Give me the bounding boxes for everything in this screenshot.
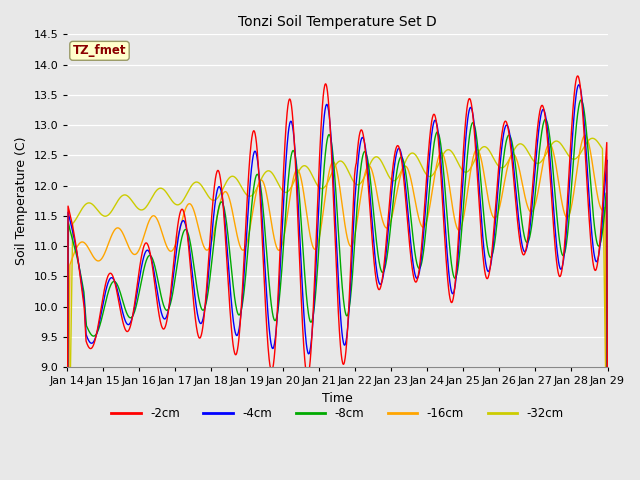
- -32cm: [314, 182, 321, 188]
- -4cm: [371, 251, 378, 256]
- -16cm: [314, 242, 321, 248]
- -16cm: [106, 239, 113, 245]
- -8cm: [371, 222, 378, 228]
- -2cm: [304, 373, 312, 379]
- -32cm: [292, 173, 300, 179]
- -8cm: [106, 287, 113, 292]
- -2cm: [127, 321, 135, 326]
- Line: -4cm: -4cm: [67, 85, 607, 480]
- -32cm: [304, 165, 312, 170]
- -4cm: [604, 455, 611, 460]
- -4cm: [106, 277, 113, 283]
- -16cm: [371, 179, 378, 184]
- -8cm: [577, 97, 585, 103]
- X-axis label: Time: Time: [322, 392, 353, 405]
- -32cm: [589, 135, 596, 141]
- -8cm: [292, 162, 300, 168]
- -16cm: [581, 132, 589, 138]
- -2cm: [371, 265, 378, 271]
- Line: -32cm: -32cm: [67, 138, 607, 480]
- Text: TZ_fmet: TZ_fmet: [73, 44, 126, 57]
- -32cm: [106, 211, 113, 217]
- -2cm: [573, 73, 581, 79]
- Title: Tonzi Soil Temperature Set D: Tonzi Soil Temperature Set D: [238, 15, 436, 29]
- -2cm: [106, 271, 113, 277]
- -2cm: [604, 444, 611, 450]
- -16cm: [292, 167, 300, 173]
- -8cm: [304, 305, 312, 311]
- -8cm: [314, 267, 321, 273]
- -2cm: [292, 184, 300, 190]
- Line: -16cm: -16cm: [67, 135, 607, 480]
- Line: -2cm: -2cm: [67, 76, 607, 480]
- -2cm: [314, 205, 321, 211]
- -4cm: [314, 233, 321, 239]
- -4cm: [127, 318, 135, 324]
- Line: -8cm: -8cm: [67, 100, 607, 480]
- -4cm: [292, 170, 300, 176]
- Y-axis label: Soil Temperature (C): Soil Temperature (C): [15, 136, 28, 265]
- -16cm: [304, 217, 312, 223]
- -8cm: [127, 315, 135, 321]
- -4cm: [304, 349, 312, 355]
- -32cm: [371, 155, 378, 160]
- -32cm: [127, 197, 135, 203]
- -16cm: [127, 249, 135, 254]
- -4cm: [575, 82, 582, 88]
- Legend: -2cm, -4cm, -8cm, -16cm, -32cm: -2cm, -4cm, -8cm, -16cm, -32cm: [106, 402, 568, 424]
